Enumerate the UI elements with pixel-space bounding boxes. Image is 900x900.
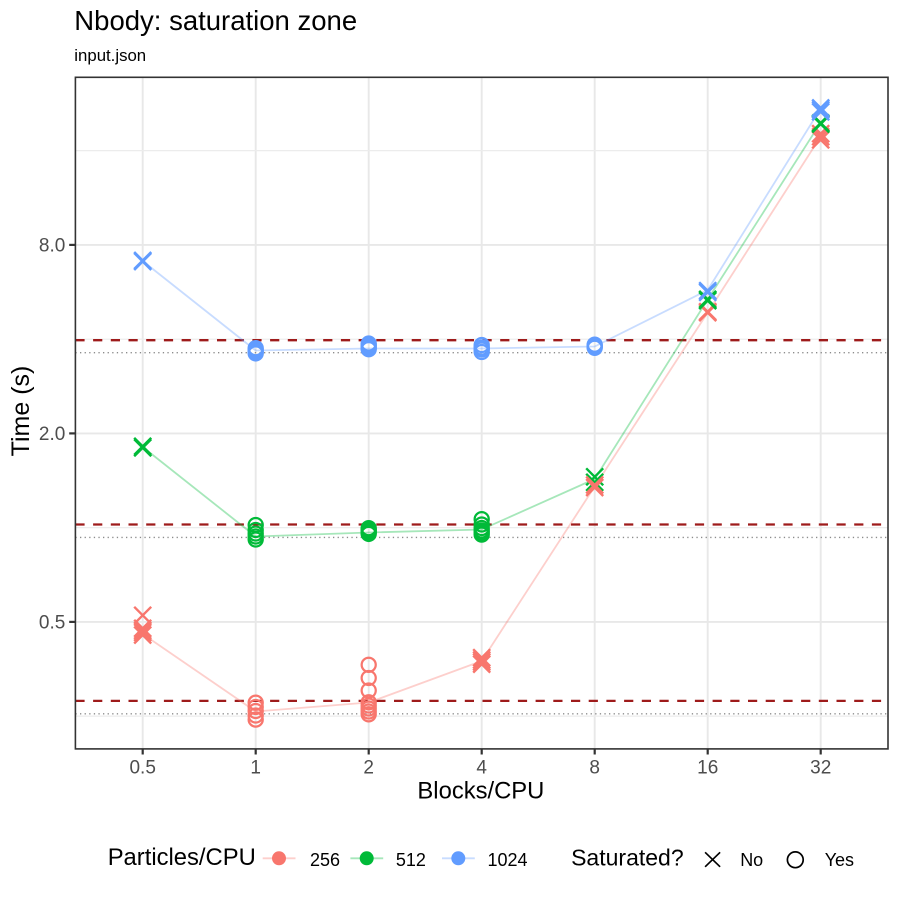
svg-text:Saturated?: Saturated?: [571, 845, 684, 871]
svg-text:1: 1: [250, 758, 261, 779]
svg-text:input.json: input.json: [74, 46, 146, 65]
svg-text:Time (s): Time (s): [7, 366, 35, 457]
svg-text:32: 32: [810, 758, 831, 779]
svg-text:8: 8: [589, 758, 600, 779]
svg-text:2: 2: [363, 758, 374, 779]
svg-text:4: 4: [476, 758, 487, 779]
svg-text:Particles/CPU: Particles/CPU: [108, 844, 256, 871]
svg-text:256: 256: [310, 850, 340, 870]
svg-text:0.5: 0.5: [129, 758, 155, 779]
svg-text:512: 512: [396, 850, 426, 870]
svg-text:Nbody: saturation zone: Nbody: saturation zone: [74, 5, 357, 36]
svg-text:16: 16: [697, 758, 718, 779]
svg-text:Yes: Yes: [825, 850, 854, 870]
svg-text:2.0: 2.0: [39, 424, 65, 445]
svg-text:1024: 1024: [488, 850, 528, 870]
svg-text:Blocks/CPU: Blocks/CPU: [417, 778, 544, 805]
svg-text:8.0: 8.0: [39, 236, 65, 257]
svg-text:No: No: [740, 850, 763, 870]
svg-text:0.5: 0.5: [39, 613, 65, 634]
